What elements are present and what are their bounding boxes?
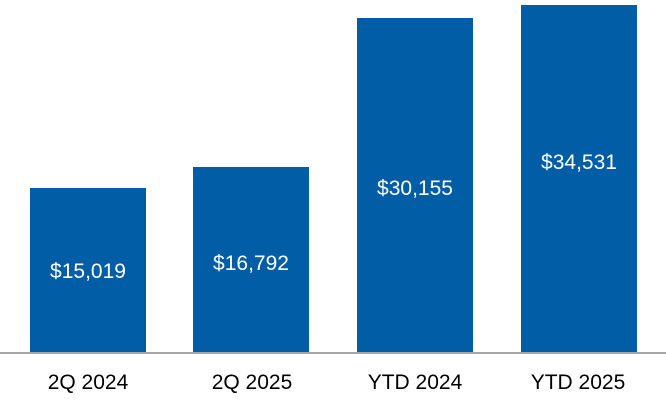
x-axis-tick-label-ytd-2025: YTD 2025	[530, 371, 626, 394]
bar-value-label: $30,155	[377, 177, 453, 200]
bar-2q-2025: $16,792	[193, 167, 309, 352]
bar-value-label: $34,531	[541, 151, 617, 174]
bar-2q-2024: $15,019	[30, 188, 146, 352]
bar-value-label: $15,019	[50, 260, 126, 283]
bar-value-label: $16,792	[213, 252, 289, 275]
bar-ytd-2025: $34,531	[521, 5, 637, 352]
x-axis-tick-label-2q-2025: 2Q 2025	[211, 371, 293, 394]
x-axis-tick-label-2q-2024: 2Q 2024	[47, 371, 129, 394]
x-axis-tick-label-ytd-2024: YTD 2024	[367, 371, 463, 394]
bar-ytd-2024: $30,155	[357, 18, 473, 352]
x-axis-line	[0, 352, 666, 354]
